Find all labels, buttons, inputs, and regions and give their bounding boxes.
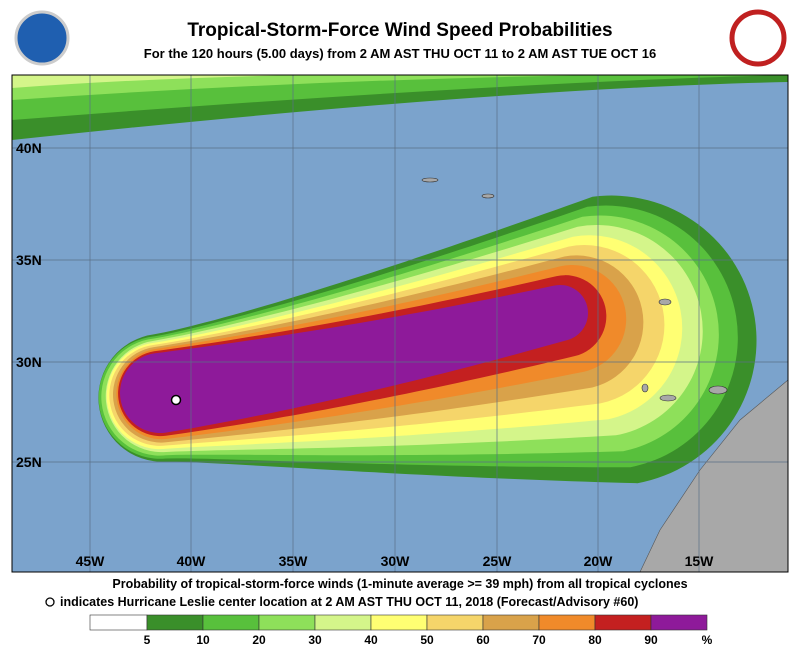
storm-symbol — [45, 597, 55, 607]
lon-label: 30W — [381, 553, 411, 569]
contour — [120, 284, 589, 434]
lat-label: 35N — [16, 252, 42, 268]
lon-labels: 45W 40W 35W 30W 25W 20W 15W — [76, 553, 715, 569]
lon-label: 35W — [279, 553, 309, 569]
map-frame — [11, 74, 789, 573]
subtitle: For the 120 hours (5.00 days) from 2 AM … — [144, 46, 656, 61]
lon-label: 20W — [584, 553, 614, 569]
legend-label: 10 — [196, 633, 210, 647]
lat-labels: 40N 35N 30N 25N — [16, 140, 42, 470]
band — [12, 75, 300, 88]
legend-swatch — [594, 614, 652, 631]
legend-swatch — [89, 614, 148, 631]
legend-swatch — [146, 614, 204, 631]
legend-label: 30 — [308, 633, 322, 647]
caption-line: indicates Hurricane Leslie center locati… — [60, 595, 638, 609]
legend-swatch — [314, 614, 372, 631]
nws-logo — [729, 9, 787, 67]
lon-label: 25W — [483, 553, 513, 569]
north-band — [12, 75, 788, 140]
islands — [421, 177, 728, 402]
legend-swatch — [426, 614, 484, 631]
legend-label: 90 — [644, 633, 658, 647]
legend-label: 70 — [532, 633, 546, 647]
lat-label: 40N — [16, 140, 42, 156]
band — [12, 75, 600, 100]
probability-contours — [98, 195, 757, 484]
legend-label: 40 — [364, 633, 378, 647]
legend-label: 50 — [420, 633, 434, 647]
legend-label: 60 — [476, 633, 490, 647]
legend-label: 20 — [252, 633, 266, 647]
storm-center — [170, 394, 182, 406]
lat-label: 25N — [16, 454, 42, 470]
map: 40N 35N 30N 25N 45W 40W 35W 30W 25W 20W … — [12, 75, 788, 572]
legend-swatch — [258, 614, 316, 631]
noaa-logo — [14, 10, 70, 66]
legend-unit: % — [702, 633, 713, 647]
legend-label: 5 — [144, 633, 151, 647]
title: Tropical-Storm-Force Wind Speed Probabil… — [187, 20, 612, 41]
legend-swatch — [202, 614, 260, 631]
legend: 5 10 20 30 40 50 60 70 80 90% — [89, 614, 713, 647]
legend-swatch — [370, 614, 428, 631]
lon-label: 40W — [177, 553, 207, 569]
lat-label: 30N — [16, 354, 42, 370]
legend-swatch — [482, 614, 540, 631]
africa — [639, 379, 788, 572]
lon-label: 45W — [76, 553, 106, 569]
legend-swatch — [538, 614, 596, 631]
graticule — [12, 75, 788, 572]
legend-label: 80 — [588, 633, 602, 647]
legend-swatch — [650, 614, 708, 631]
caption-line: Probability of tropical-storm-force wind… — [112, 577, 687, 591]
lon-label: 15W — [685, 553, 715, 569]
